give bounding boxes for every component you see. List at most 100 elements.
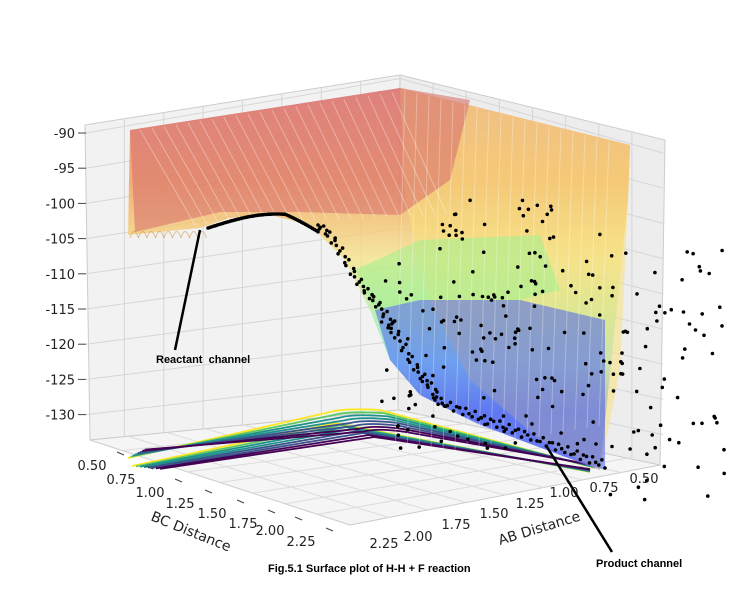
trajectory-point: [683, 347, 687, 351]
trajectory-point: [538, 254, 542, 259]
trajectory-point: [635, 292, 639, 296]
trajectory-point: [584, 454, 589, 459]
trajectory-point: [623, 329, 628, 334]
trajectory-point: [662, 377, 667, 381]
trajectory-point: [529, 438, 533, 442]
trajectory-point: [527, 251, 532, 256]
trajectory-point: [528, 326, 532, 331]
trajectory-point: [691, 421, 696, 426]
trajectory-point: [366, 286, 370, 291]
trajectory-point: [522, 429, 527, 434]
trajectory-point: [506, 290, 510, 295]
trajectory-point: [516, 265, 520, 269]
trajectory-point: [416, 370, 421, 374]
trajectory-point: [457, 294, 462, 299]
trajectory-point: [461, 412, 465, 417]
trajectory-point: [441, 229, 446, 233]
mesh-line: [598, 140, 610, 427]
trajectory-point: [697, 264, 702, 269]
trajectory-point: [553, 448, 558, 452]
x-tick-mark: [204, 489, 213, 494]
trajectory-point: [503, 446, 508, 450]
trajectory-point: [401, 345, 405, 350]
trajectory-point: [383, 279, 388, 283]
trajectory-point: [706, 494, 710, 498]
trajectory-point: [482, 414, 487, 418]
reactant-channel-arrow: [173, 229, 202, 351]
mesh-line: [223, 117, 280, 222]
trajectory-point: [662, 464, 667, 469]
trajectory-point: [677, 440, 681, 445]
z-tick-label: -100: [45, 197, 75, 212]
y-tick-label: 0.75: [590, 481, 619, 496]
trajectory-point: [543, 264, 548, 268]
trajectory-point: [546, 346, 551, 351]
trajectory-point: [431, 396, 436, 400]
trajectory-point: [418, 376, 423, 381]
mesh-line: [331, 100, 388, 218]
mesh-line: [163, 231, 173, 239]
trajectory-point: [624, 251, 628, 255]
mesh-line: [139, 129, 196, 226]
trajectory-point: [609, 254, 614, 258]
trajectory-point: [488, 331, 492, 335]
trajectory-point: [381, 314, 385, 319]
trajectory-point: [720, 248, 724, 253]
trajectory-point: [519, 435, 524, 439]
mesh-line: [490, 113, 502, 445]
trajectory-point: [550, 404, 555, 409]
trajectory-point: [718, 305, 722, 310]
trajectory-point: [415, 365, 420, 370]
trajectory-point: [329, 241, 334, 245]
trajectory-point: [584, 259, 589, 264]
trajectory-point: [628, 447, 632, 451]
trajectory-point: [569, 452, 573, 457]
trajectory-point: [560, 268, 565, 273]
mesh-line: [129, 231, 139, 239]
trajectory-point: [549, 208, 554, 212]
z-tick-label: -90: [54, 127, 75, 142]
trajectory-point: [501, 425, 505, 430]
trajectory-point: [663, 311, 667, 315]
x-tick-mark: [116, 451, 125, 456]
trajectory-point: [385, 309, 389, 314]
trajectory-point: [525, 433, 530, 437]
x-tick-mark: [267, 509, 276, 514]
product-channel-label: Product channel: [596, 558, 682, 570]
y-axis-ticks: 2.25 2.00 1.75 1.50 1.25 1.00 0.75 0.50: [370, 472, 659, 552]
trajectory-point: [396, 433, 401, 438]
trajectory-point: [371, 294, 376, 299]
trajectory-point: [492, 388, 497, 393]
trajectory-point: [533, 281, 538, 286]
x-tick-label: 1.00: [136, 486, 165, 501]
trajectory-point: [377, 302, 381, 307]
trajectory-point: [454, 315, 459, 319]
mesh-line: [466, 107, 478, 449]
trajectory-point: [352, 269, 357, 274]
trajectory-point: [586, 383, 591, 388]
trajectory-point: [634, 389, 639, 394]
trajectory-point: [491, 419, 496, 424]
trajectory-point: [420, 379, 425, 384]
trajectory-point: [483, 358, 487, 363]
trajectory-point: [516, 327, 520, 331]
trajectory-point: [632, 430, 636, 434]
trajectory-point: [510, 431, 515, 435]
trajectory-point: [493, 337, 498, 341]
trajectory-point: [603, 466, 607, 470]
z-tick-label: -120: [45, 338, 75, 353]
trajectory-point: [398, 290, 402, 294]
trajectory-point: [611, 372, 616, 377]
y-tick-label: 2.00: [404, 530, 433, 545]
trajectory-point: [534, 377, 539, 382]
x-tick-mark: [174, 478, 183, 483]
trajectory-point: [441, 318, 446, 323]
trajectory-point: [569, 283, 573, 288]
trajectory-point: [411, 368, 416, 372]
trajectory-point: [530, 422, 534, 426]
trajectory-point: [421, 309, 425, 313]
trajectory-point: [594, 442, 598, 446]
trajectory-point: [491, 360, 495, 365]
trajectory-point: [563, 450, 567, 455]
mesh-line: [394, 89, 406, 461]
